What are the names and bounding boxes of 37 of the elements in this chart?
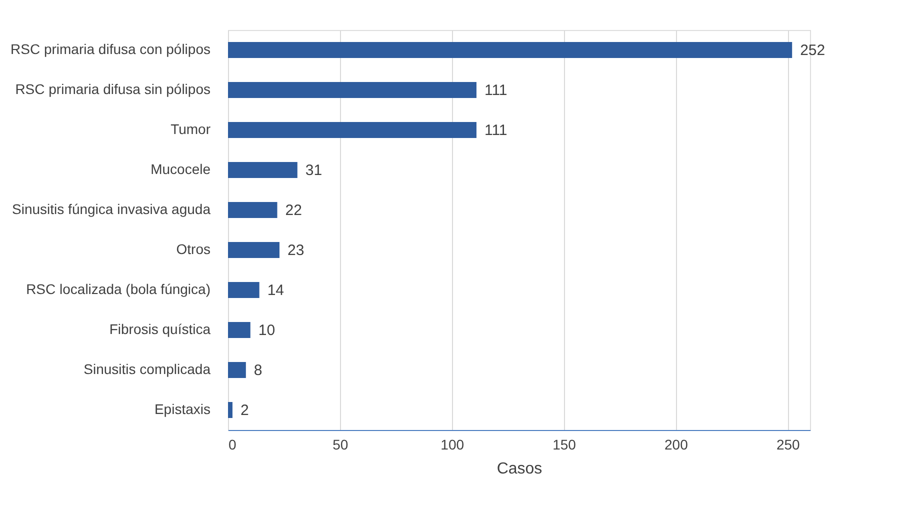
y-tick-label: RSC localizada (bola fúngica) xyxy=(26,281,210,297)
data-label: 8 xyxy=(254,362,262,379)
data-label: 23 xyxy=(287,242,304,259)
y-tick-label: Otros xyxy=(176,241,210,257)
x-tick-label: 250 xyxy=(776,436,800,452)
y-tick-label: Epistaxis xyxy=(154,401,210,417)
y-tick-label: RSC primaria difusa con pólipos xyxy=(10,41,210,57)
bar xyxy=(228,122,476,138)
bar xyxy=(228,202,278,218)
y-tick-label: Mucocele xyxy=(150,161,211,177)
bar xyxy=(228,162,298,178)
x-tick-label: 200 xyxy=(664,436,688,452)
data-label: 2 xyxy=(240,402,249,419)
data-label: 111 xyxy=(484,82,508,99)
data-label: 14 xyxy=(267,282,284,299)
bar xyxy=(228,282,260,298)
data-label: 10 xyxy=(258,322,276,339)
bar xyxy=(228,82,476,98)
bar xyxy=(228,362,246,378)
y-tick-label: Sinusitis complicada xyxy=(84,361,211,377)
x-tick-label: 150 xyxy=(552,436,576,452)
bar xyxy=(228,242,280,258)
x-tick-label: 50 xyxy=(332,436,348,452)
bar xyxy=(228,402,232,418)
y-tick-label: Sinusitis fúngica invasiva aguda xyxy=(12,201,211,217)
x-tick-label: 0 xyxy=(228,436,236,452)
data-label: 22 xyxy=(285,202,302,219)
y-tick-label: Tumor xyxy=(170,121,211,137)
data-label: 111 xyxy=(484,122,508,139)
data-label: 252 xyxy=(800,42,826,59)
x-tick-label: 100 xyxy=(440,436,464,452)
data-label: 31 xyxy=(305,162,322,179)
bar xyxy=(228,322,250,338)
y-tick-label: Fibrosis quística xyxy=(109,321,211,337)
y-tick-label: RSC primaria difusa sin pólipos xyxy=(15,81,210,97)
x-axis-title: Casos xyxy=(496,460,542,478)
bar xyxy=(228,42,792,58)
